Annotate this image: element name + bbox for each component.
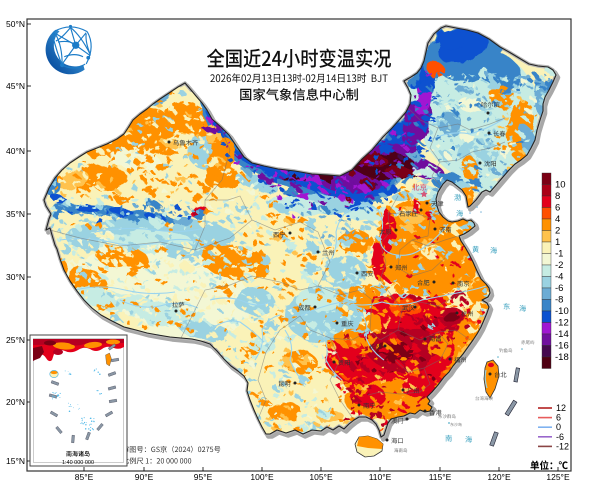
svg-text:115°E: 115°E (429, 472, 452, 482)
svg-text:100°E: 100°E (250, 472, 274, 482)
svg-text:2: 2 (555, 226, 560, 237)
svg-text:12: 12 (556, 403, 566, 413)
svg-text:-2: -2 (555, 260, 563, 271)
svg-text:8: 8 (555, 191, 560, 202)
svg-text:95°E: 95°E (194, 472, 213, 482)
svg-text:-4: -4 (555, 272, 563, 283)
svg-text:-18: -18 (555, 352, 569, 363)
svg-text:-8: -8 (555, 295, 563, 306)
svg-text:125°E: 125°E (546, 472, 570, 482)
svg-text:30°N: 30°N (6, 272, 25, 282)
svg-text:-6: -6 (556, 432, 564, 442)
svg-text:-16: -16 (555, 341, 569, 352)
svg-text:-14: -14 (555, 329, 569, 340)
svg-text:4: 4 (555, 214, 560, 225)
svg-text:85°E: 85°E (75, 472, 94, 482)
svg-text:35°N: 35°N (6, 209, 25, 219)
svg-text:15°N: 15°N (6, 456, 25, 466)
svg-text:40°N: 40°N (6, 146, 25, 156)
svg-text:-1: -1 (555, 249, 563, 260)
svg-text:110°E: 110°E (369, 472, 392, 482)
svg-text:-10: -10 (555, 306, 569, 317)
svg-text:0: 0 (556, 422, 561, 432)
svg-text:50°N: 50°N (6, 19, 25, 29)
svg-text:6: 6 (555, 203, 560, 214)
svg-text:105°E: 105°E (309, 472, 333, 482)
svg-text:1: 1 (555, 237, 560, 248)
svg-text:1:40 000 000: 1:40 000 000 (62, 460, 94, 466)
svg-text:-12: -12 (556, 441, 569, 451)
svg-text:10: 10 (555, 180, 566, 191)
svg-text:25°N: 25°N (6, 335, 25, 345)
svg-text:20°N: 20°N (6, 397, 25, 407)
svg-text:45°N: 45°N (6, 81, 25, 91)
svg-text:6: 6 (556, 413, 561, 423)
svg-text:-6: -6 (555, 283, 563, 294)
svg-text:90°E: 90°E (135, 472, 154, 482)
svg-text:120°E: 120°E (487, 472, 511, 482)
svg-text:-12: -12 (555, 318, 569, 329)
